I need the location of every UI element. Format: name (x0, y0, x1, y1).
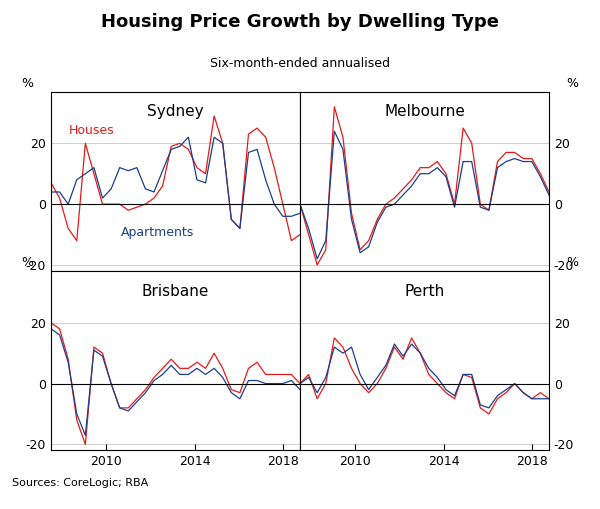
Text: %: % (566, 77, 578, 90)
Text: Melbourne: Melbourne (384, 104, 465, 119)
Text: Houses: Houses (68, 124, 114, 137)
Text: %: % (22, 256, 34, 269)
Text: Perth: Perth (404, 284, 445, 299)
Text: Apartments: Apartments (121, 226, 194, 239)
Text: %: % (22, 77, 34, 90)
Text: Six-month-ended annualised: Six-month-ended annualised (210, 57, 390, 70)
Text: Sources: CoreLogic; RBA: Sources: CoreLogic; RBA (12, 478, 148, 489)
Text: Brisbane: Brisbane (142, 284, 209, 299)
Text: %: % (566, 256, 578, 269)
Text: Sydney: Sydney (147, 104, 204, 119)
Text: Housing Price Growth by Dwelling Type: Housing Price Growth by Dwelling Type (101, 13, 499, 31)
